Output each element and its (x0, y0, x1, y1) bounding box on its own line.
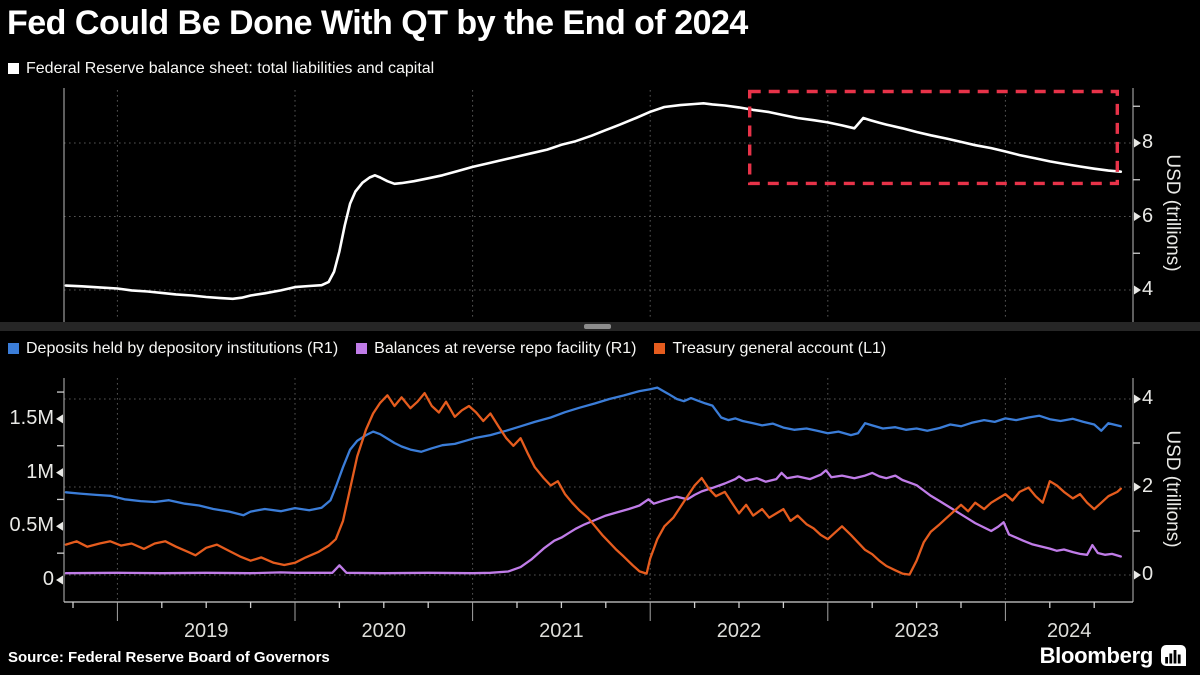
white-legend-swatch (8, 63, 19, 74)
top-series-line (64, 102, 1123, 301)
legend-item-treasury-account: Treasury general account (L1) (654, 340, 886, 358)
bloomberg-logo: Bloomberg (1040, 643, 1188, 669)
legend-item-deposits: Deposits held by depository institutions… (8, 340, 338, 358)
legend-label: Deposits held by depository institutions… (26, 340, 339, 357)
purple-legend-swatch (356, 343, 368, 354)
divider-handle (584, 324, 611, 329)
source-attribution: Source: Federal Reserve Board of Governo… (8, 649, 330, 666)
deposits-series-line (64, 386, 1122, 517)
reverse-repo-series-line (64, 469, 1122, 575)
bloomberg-chart-bubble-icon (1161, 644, 1186, 666)
bottom-panel (56, 378, 1141, 621)
bloomberg-wordmark: Bloomberg (1039, 643, 1154, 668)
legend-item-balance-sheet: Federal Reserve balance sheet: total lia… (8, 60, 434, 78)
top-panel (63, 88, 1141, 322)
top-chart-legend: Federal Reserve balance sheet: total lia… (8, 60, 434, 78)
legend-label: Balances at reverse repo facility (R1) (374, 340, 637, 357)
legend-item-reverse-repo: Balances at reverse repo facility (R1) (356, 340, 636, 358)
legend-label: Federal Reserve balance sheet: total lia… (26, 60, 435, 77)
qt-highlight-box (748, 89, 1120, 186)
page-title: Fed Could Be Done With QT by the End of … (7, 4, 748, 42)
blue-legend-swatch (8, 343, 19, 354)
treasury-account-series-line (64, 391, 1122, 576)
legend-label: Treasury general account (L1) (672, 340, 887, 357)
bottom-chart-legend: Deposits held by depository institutions… (8, 340, 886, 358)
orange-legend-swatch (654, 343, 666, 354)
